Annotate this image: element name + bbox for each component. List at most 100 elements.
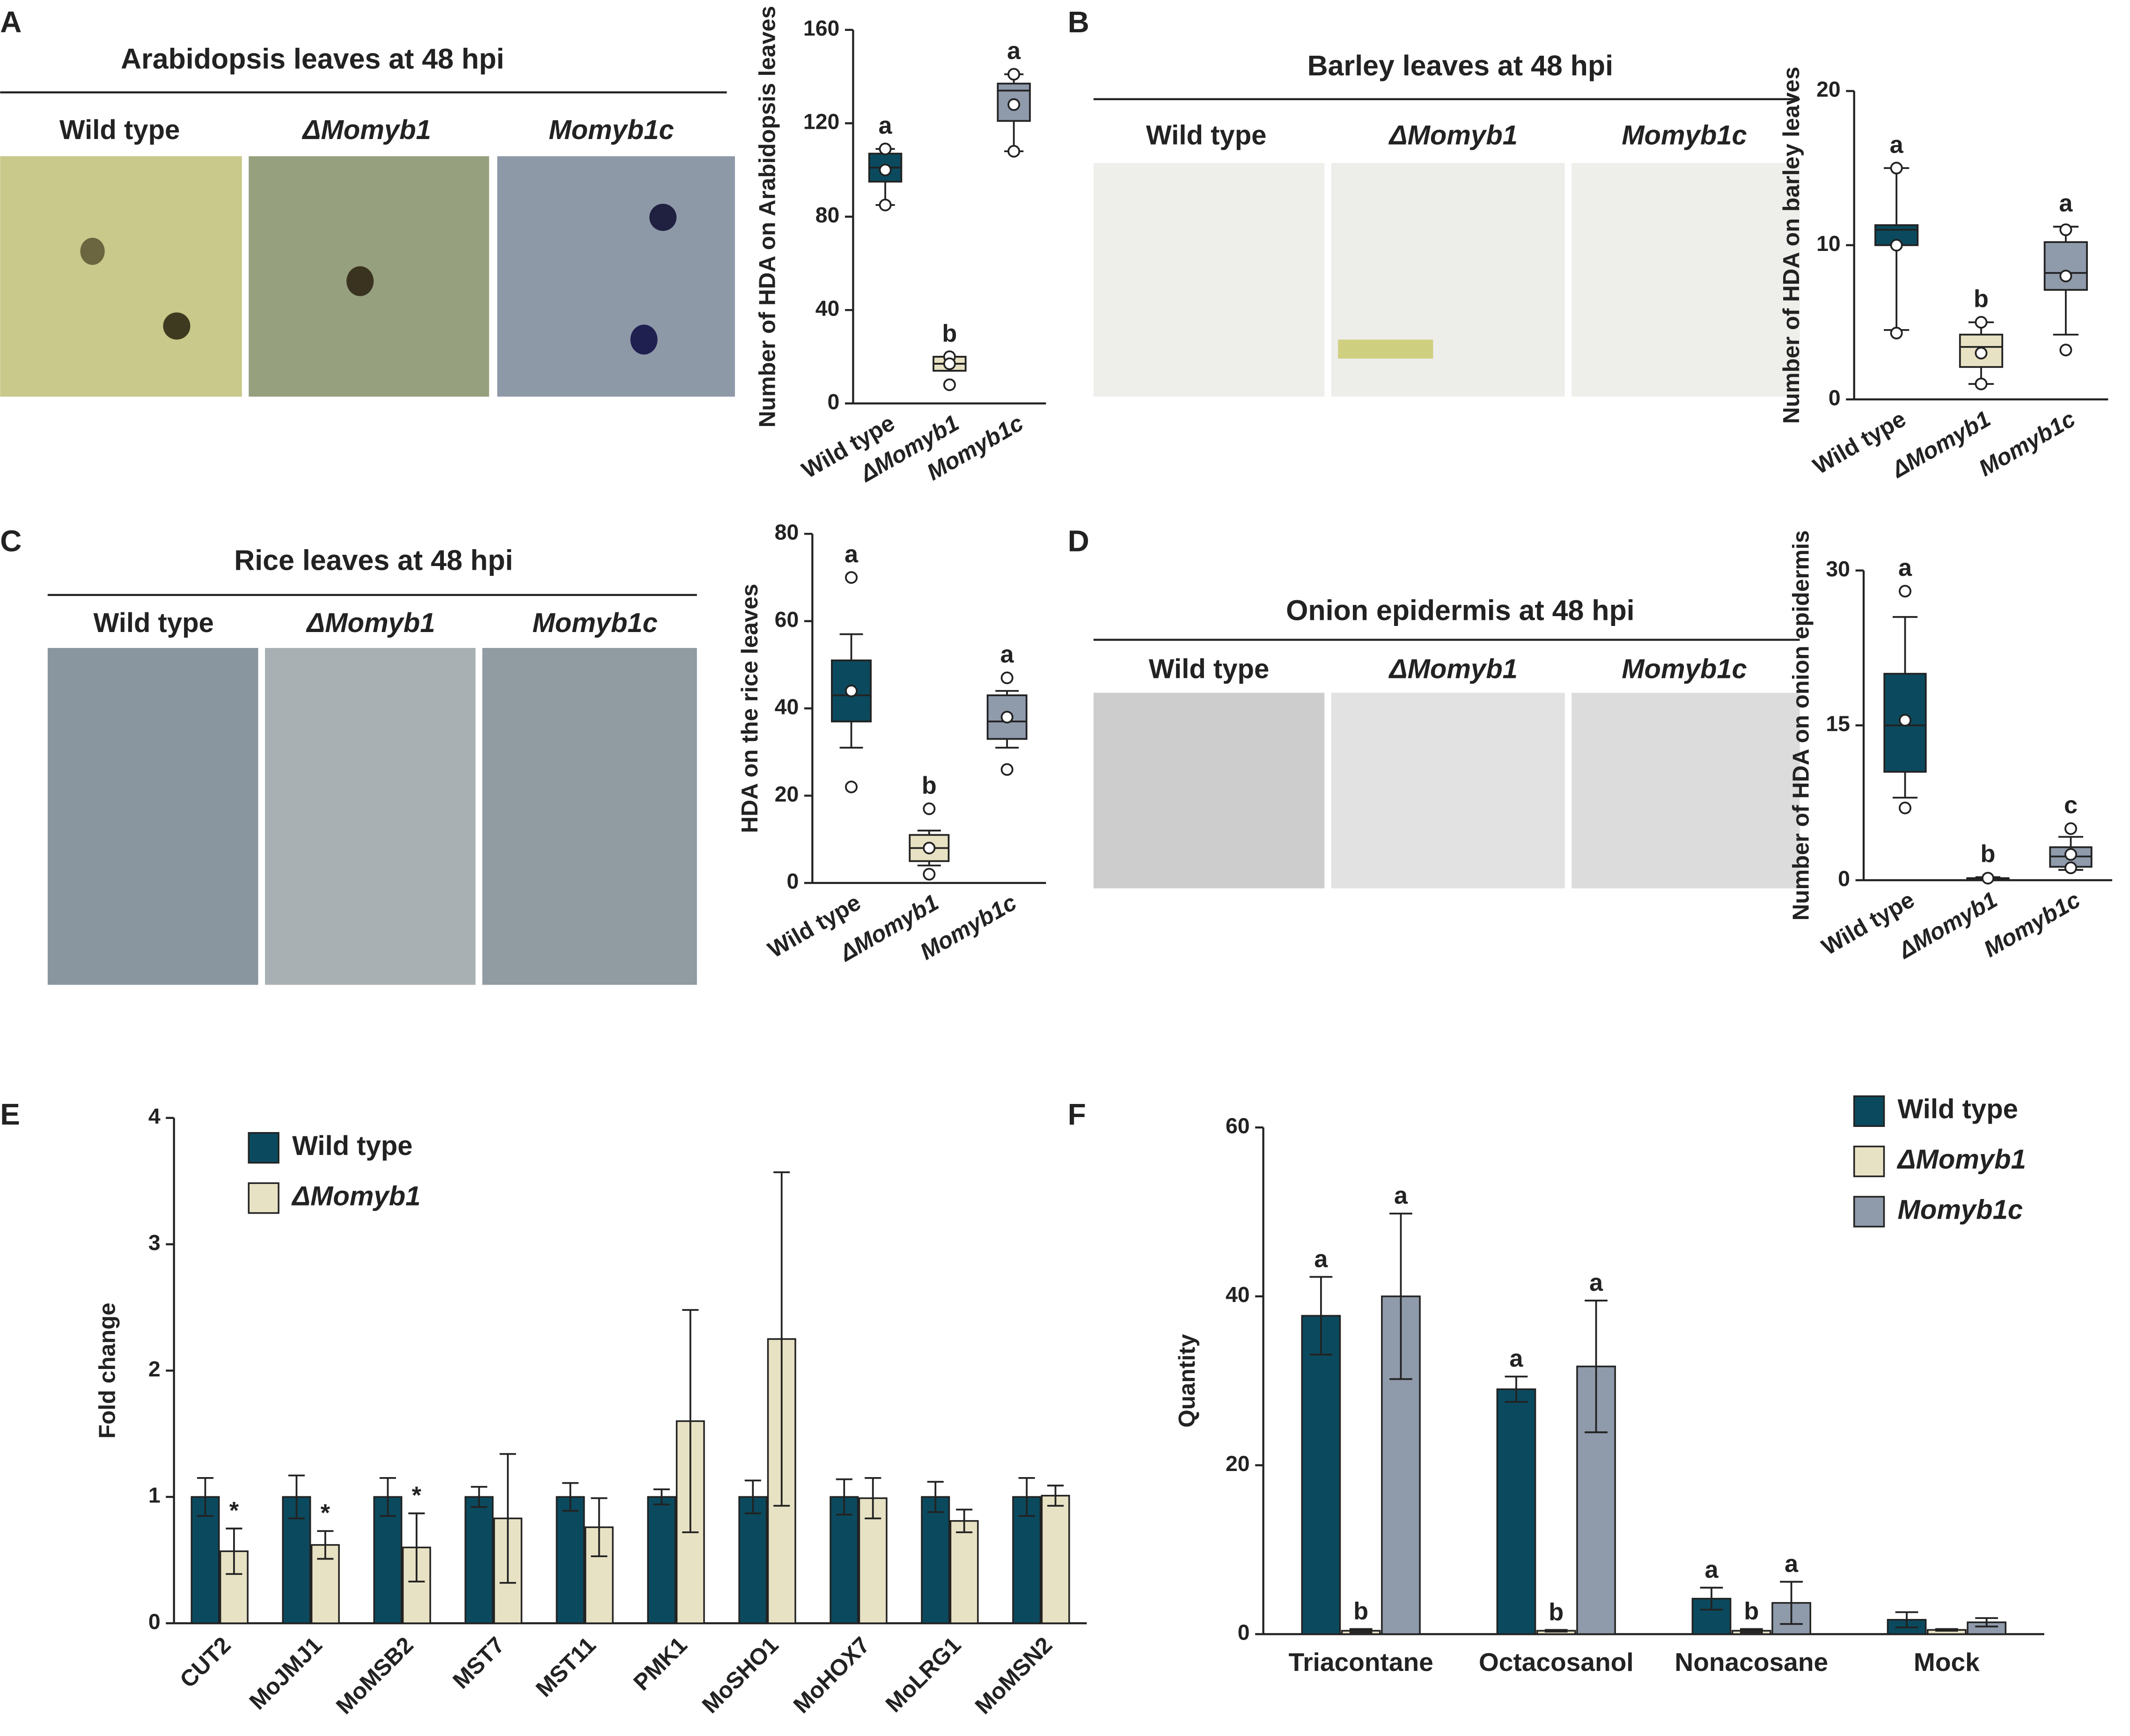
photo [47,647,258,985]
legend-swatch [1853,1196,1885,1228]
data-point [1007,98,1021,111]
y-tick-label: 120 [803,110,839,134]
data-point [2059,270,2072,283]
y-tick-label: 0 [1829,385,1841,410]
significance-label: a [1704,1556,1719,1583]
photo [1331,692,1565,889]
data-point [1899,714,1912,727]
legend-label: ΔMomyb1 [291,1181,420,1211]
data-point [943,378,956,391]
x-tick-label: MoMSN2 [970,1632,1057,1719]
y-tick-label: 0 [1838,866,1850,890]
spore [630,324,658,355]
legend-label: ΔMomyb1 [1897,1144,2026,1175]
y-tick-label: 4 [148,1104,161,1128]
data-point [1000,671,1014,684]
data-point [943,357,956,370]
y-axis-label: Fold change [94,1302,120,1438]
photo-column-label: Wild type [1146,120,1266,150]
y-tick-label: 80 [815,203,840,227]
data-point [1975,377,1988,390]
x-tick-label: MoHOX7 [788,1632,874,1718]
bar [647,1496,676,1624]
significance-label: c [2064,792,2078,819]
bar [310,1544,340,1624]
significance-label: a [1890,131,1904,158]
photo-title: Arabidopsis leaves at 48 hpi [121,43,504,75]
x-tick-label: MST11 [531,1632,601,1702]
significance-label: * [321,1500,331,1527]
data-point [879,163,892,177]
data-point [845,571,858,584]
data-point [2064,848,2077,861]
y-tick-label: 40 [775,694,799,719]
bar [373,1496,403,1624]
y-axis-label: Number of HDA on barley leaves [1778,66,1804,424]
significance-label: b [1744,1598,1759,1625]
photos [0,91,1800,985]
photo-title: Barley leaves at 48 hpi [1307,50,1613,81]
data-point [1000,763,1014,776]
panel-label: D [1068,524,1089,558]
y-tick-label: 10 [1816,231,1841,256]
significance-label: b [1549,1598,1564,1626]
y-tick-label: 1 [148,1483,161,1508]
photo [1093,163,1325,397]
bar [738,1496,768,1624]
data-point [1982,872,1994,885]
data-point [845,780,858,794]
x-tick-label: MoJMJ1 [244,1632,327,1714]
y-tick-label: 0 [787,869,799,893]
x-tick-label: MST7 [448,1632,510,1694]
stain [1338,339,1433,359]
significance-label: a [2059,190,2073,217]
legend-label: Wild type [1898,1094,2018,1125]
data-point [1899,802,1912,815]
panel-label: A [0,5,22,39]
bar [1012,1496,1042,1624]
spore [346,266,374,296]
spore [163,312,191,340]
legend-swatch [1853,1146,1885,1177]
significance-label: a [1000,641,1014,668]
data-point [923,868,936,881]
data-point [923,802,936,815]
legend-label: Momyb1c [1898,1194,2023,1225]
x-tick-label: MoLRG1 [881,1632,966,1717]
photo [1331,163,1565,397]
y-tick-label: 0 [148,1609,161,1633]
x-tick-label: Octacosanol [1479,1648,1634,1677]
data-point [1007,68,1021,81]
photo-title: Rice leaves at 48 hpi [234,544,513,576]
photo [1093,692,1325,889]
data-point [1975,316,1988,329]
bar [1301,1315,1341,1635]
photo-column-label: Momyb1c [1622,120,1747,150]
panel-label: C [0,524,22,558]
data-point [845,684,858,698]
y-axis-label: Quantity [1174,1334,1200,1428]
data-point [923,841,936,854]
y-tick-label: 160 [803,16,839,40]
y-axis-label: HDA on the rice leaves [737,584,763,833]
photo-column-label: Momyb1c [532,608,658,638]
data-point [1890,326,1903,339]
x-tick-label: MoSHO1 [697,1632,783,1718]
y-axis-label: Number of HDA on Arabidopsis leaves [755,6,780,427]
data-point [2064,861,2077,875]
legend-swatch [248,1182,279,1214]
x-tick-label: MoMSB2 [331,1632,418,1719]
bar [921,1496,950,1624]
photo [0,156,242,397]
significance-label: a [1394,1182,1408,1209]
photo-column-label: ΔMomyb1 [302,115,431,145]
significance-label: a [1898,554,1912,581]
legend-swatch [248,1132,279,1164]
significance-label: b [1974,286,1989,313]
box [2043,241,2088,291]
significance-label: a [845,541,859,568]
significance-label: a [879,112,893,140]
photo [497,156,735,397]
x-tick-label: Triacontane [1288,1648,1433,1677]
